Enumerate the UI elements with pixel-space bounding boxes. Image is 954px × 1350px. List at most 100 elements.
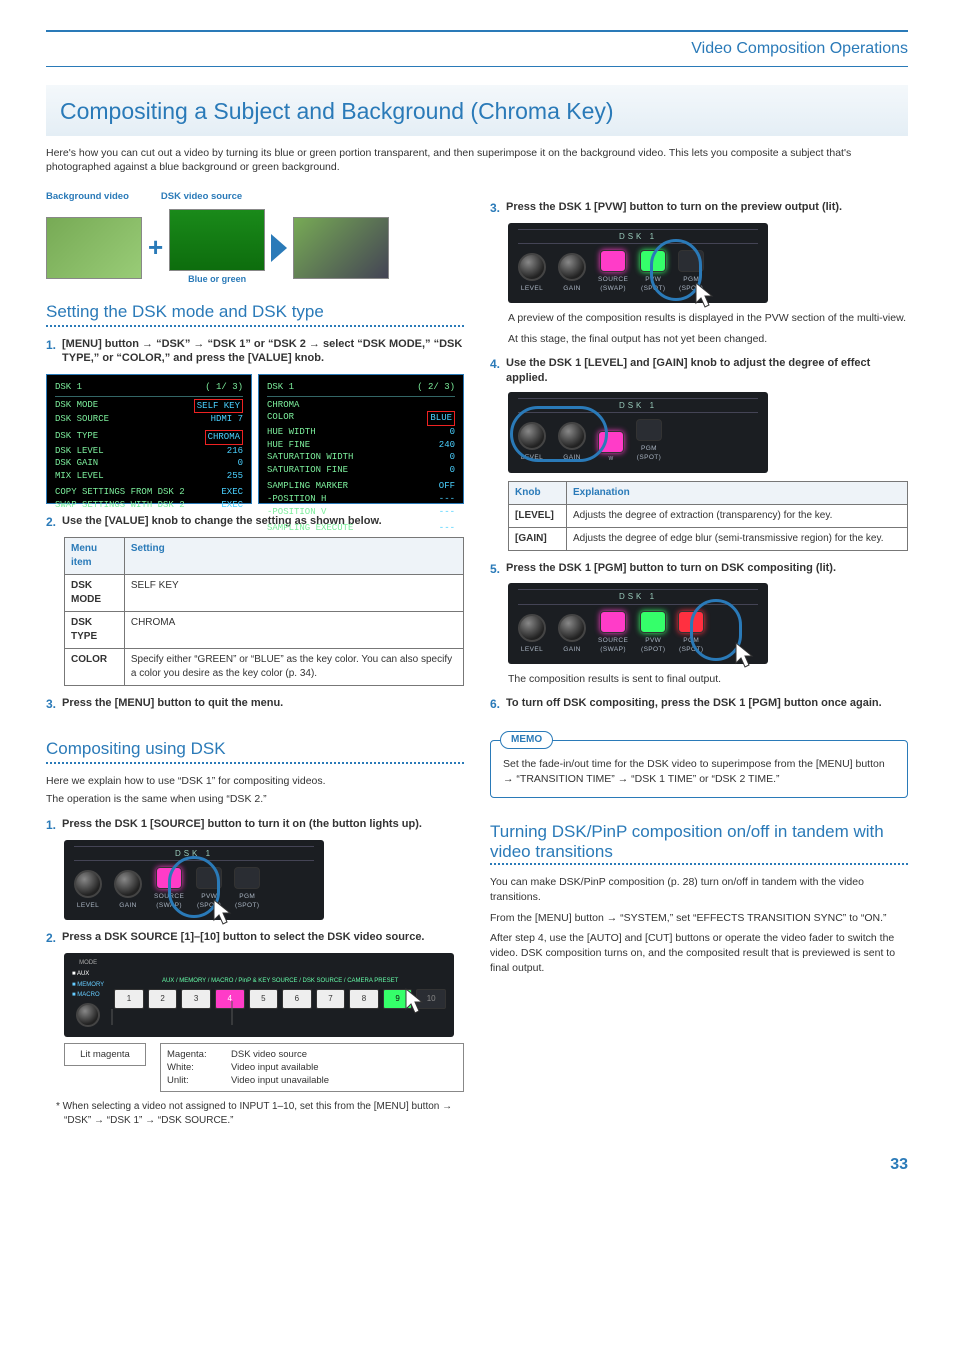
pgm-label: PGM (SPOT) bbox=[235, 892, 259, 910]
dsk-source-label: DSK video source bbox=[161, 190, 242, 203]
r-step-6-text: To turn off DSK compositing, press the D… bbox=[506, 696, 908, 713]
result-thumb bbox=[293, 217, 389, 279]
tandem-p2: From the [MENU] button → “SYSTEM,” set “… bbox=[490, 911, 908, 926]
comp-step-1-text: Press the DSK 1 [SOURCE] button to turn … bbox=[62, 817, 464, 834]
comp-step-num-1: 1. bbox=[46, 817, 56, 834]
memo-badge: MEMO bbox=[500, 731, 553, 749]
dsk-panel-pgm: DSK 1 LEVEL GAIN SOURCE (SWAP) PVW (SPOT… bbox=[508, 583, 768, 663]
lg-w-v: Video input available bbox=[231, 1061, 319, 1074]
step-1-text: [MENU] button → “DSK” → “DSK 1” or “DSK … bbox=[62, 337, 464, 367]
tandem-p3: After step 4, use the [AUTO] and [CUT] b… bbox=[490, 931, 908, 975]
page-title: Compositing a Subject and Background (Ch… bbox=[60, 95, 894, 127]
comp-step-2: 2. Press a DSK SOURCE [1]–[10] button to… bbox=[46, 930, 464, 947]
gain-knob bbox=[114, 870, 142, 898]
step-num-1: 1. bbox=[46, 337, 56, 367]
num-6[interactable]: 6 bbox=[282, 989, 312, 1009]
comp-step-1: 1. Press the DSK 1 [SOURCE] button to tu… bbox=[46, 817, 464, 834]
source-label-2: SOURCE (SWAP) bbox=[598, 275, 628, 293]
td-gain-desc: Adjusts the degree of edge blur (semi-tr… bbox=[567, 527, 908, 550]
pgm-button-4[interactable] bbox=[678, 611, 704, 633]
left-column: Background video DSK video source + Blue… bbox=[46, 190, 464, 1135]
right-column: 3. Press the DSK 1 [PVW] button to turn … bbox=[490, 190, 908, 1135]
td-dsk-type: DSK TYPE bbox=[65, 612, 125, 649]
r-step-4-text: Use the DSK 1 [LEVEL] and [GAIN] knob to… bbox=[506, 356, 908, 386]
strip-header: AUX / MEMORY / MACRO / PinP & KEY SOURCE… bbox=[114, 977, 446, 985]
cursor-icon bbox=[212, 898, 238, 928]
green-thumb bbox=[169, 209, 265, 271]
lg-m: Magenta: bbox=[167, 1048, 223, 1061]
source-button[interactable] bbox=[156, 867, 182, 889]
legend-lit-magenta: Lit magenta bbox=[64, 1043, 146, 1066]
lead1: Here we explain how to use “DSK 1” for c… bbox=[46, 774, 464, 789]
breadcrumb-rule bbox=[46, 66, 908, 67]
dsk-panel-gain: DSK 1 LEVEL GAIN W PGM (SPOT) bbox=[508, 392, 768, 472]
intro-text: Here's how you can cut out a video by tu… bbox=[46, 146, 908, 174]
r-step-6: 6. To turn off DSK compositing, press th… bbox=[490, 696, 908, 713]
thumbnail-row: Background video DSK video source + Blue… bbox=[46, 190, 464, 286]
pvw-label-2: PVW (SPOT) bbox=[641, 275, 665, 293]
source-button-2[interactable] bbox=[600, 250, 626, 272]
cursor-icon-4 bbox=[734, 641, 760, 671]
settings-table: Menu itemSetting DSK MODESELF KEY DSK TY… bbox=[64, 537, 464, 686]
lead2: The operation is the same when using “DS… bbox=[46, 792, 464, 807]
mode-indicator: ■ AUX■ MEMORY■ MACRO bbox=[72, 970, 104, 999]
breadcrumb: Video Composition Operations bbox=[46, 38, 908, 60]
gain-knob-3[interactable] bbox=[558, 422, 586, 450]
gain-knob-4 bbox=[558, 614, 586, 642]
r-step-5-text: Press the DSK 1 [PGM] button to turn on … bbox=[506, 561, 908, 578]
section-heading-compositing: Compositing using DSK bbox=[46, 737, 464, 764]
gain-label: GAIN bbox=[119, 901, 137, 910]
source-label-3: W bbox=[608, 456, 613, 463]
th-knob: Knob bbox=[509, 481, 567, 504]
comp-step-num-2: 2. bbox=[46, 930, 56, 947]
td-color: COLOR bbox=[65, 649, 125, 686]
knob-table: KnobExplanation [LEVEL]Adjusts the degre… bbox=[508, 481, 908, 551]
r-step3-after1: A preview of the composition results is … bbox=[508, 311, 908, 326]
pgm-label-3: PGM (SPOT) bbox=[637, 444, 661, 462]
source-label-4: SOURCE (SWAP) bbox=[598, 636, 628, 654]
r-step-num-3: 3. bbox=[490, 200, 500, 217]
mode-strip-panel: MODE ■ AUX■ MEMORY■ MACRO AUX / MEMORY /… bbox=[64, 953, 454, 1037]
pgm-button-3[interactable] bbox=[636, 419, 662, 441]
pvw-button[interactable] bbox=[196, 867, 222, 889]
r-step-num-5: 5. bbox=[490, 561, 500, 578]
level-knob bbox=[74, 870, 102, 898]
compositing-lead: Here we explain how to use “DSK 1” for c… bbox=[46, 774, 464, 807]
num-5[interactable]: 5 bbox=[249, 989, 279, 1009]
section-heading-tandem: Turning DSK/PinP composition on/off in t… bbox=[490, 822, 908, 866]
num-3[interactable]: 3 bbox=[181, 989, 211, 1009]
plus-icon: + bbox=[148, 229, 163, 265]
dsk-panel-source: DSK 1 LEVEL GAIN SOURCE (SWAP) PVW (SPOT… bbox=[64, 840, 324, 920]
pvw-button-2[interactable] bbox=[640, 250, 666, 272]
top-rule bbox=[46, 30, 908, 32]
triangle-icon bbox=[271, 234, 287, 262]
page-number: 33 bbox=[46, 1154, 908, 1176]
dsk-panel-title: DSK 1 bbox=[74, 846, 314, 861]
num-7[interactable]: 7 bbox=[316, 989, 346, 1009]
num-1[interactable]: 1 bbox=[114, 989, 144, 1009]
source-button-4[interactable] bbox=[600, 611, 626, 633]
th-setting: Setting bbox=[124, 538, 463, 575]
num-4[interactable]: 4 bbox=[215, 989, 245, 1009]
numbered-buttons: 1 2 3 4 5 6 7 8 9 10 bbox=[114, 989, 446, 1009]
memo-box: Set the fade-in/out time for the DSK vid… bbox=[490, 740, 908, 797]
pgm-button-2[interactable] bbox=[678, 250, 704, 272]
pvw-button-4[interactable] bbox=[640, 611, 666, 633]
source-button-3[interactable] bbox=[598, 431, 624, 453]
num-8[interactable]: 8 bbox=[349, 989, 379, 1009]
blue-green-caption: Blue or green bbox=[188, 273, 246, 286]
lg-m-v: DSK video source bbox=[231, 1048, 307, 1061]
num-2[interactable]: 2 bbox=[148, 989, 178, 1009]
pgm-button[interactable] bbox=[234, 867, 260, 889]
r-step5-after: The composition results is sent to final… bbox=[508, 672, 908, 687]
tandem-p1: You can make DSK/PinP composition (p. 28… bbox=[490, 875, 908, 904]
r-step-3: 3. Press the DSK 1 [PVW] button to turn … bbox=[490, 200, 908, 217]
level-knob-3[interactable] bbox=[518, 422, 546, 450]
step-3-text: Press the [MENU] button to quit the menu… bbox=[62, 696, 464, 713]
cursor-icon-3 bbox=[694, 281, 720, 311]
memo-block: MEMO Set the fade-in/out time for the DS… bbox=[490, 731, 908, 797]
pgm-label-4: PGM (SPOT) bbox=[679, 636, 703, 654]
memo-text: Set the fade-in/out time for the DSK vid… bbox=[503, 757, 895, 786]
td-self-key: SELF KEY bbox=[124, 575, 463, 612]
lg-u-v: Video input unavailable bbox=[231, 1074, 329, 1087]
